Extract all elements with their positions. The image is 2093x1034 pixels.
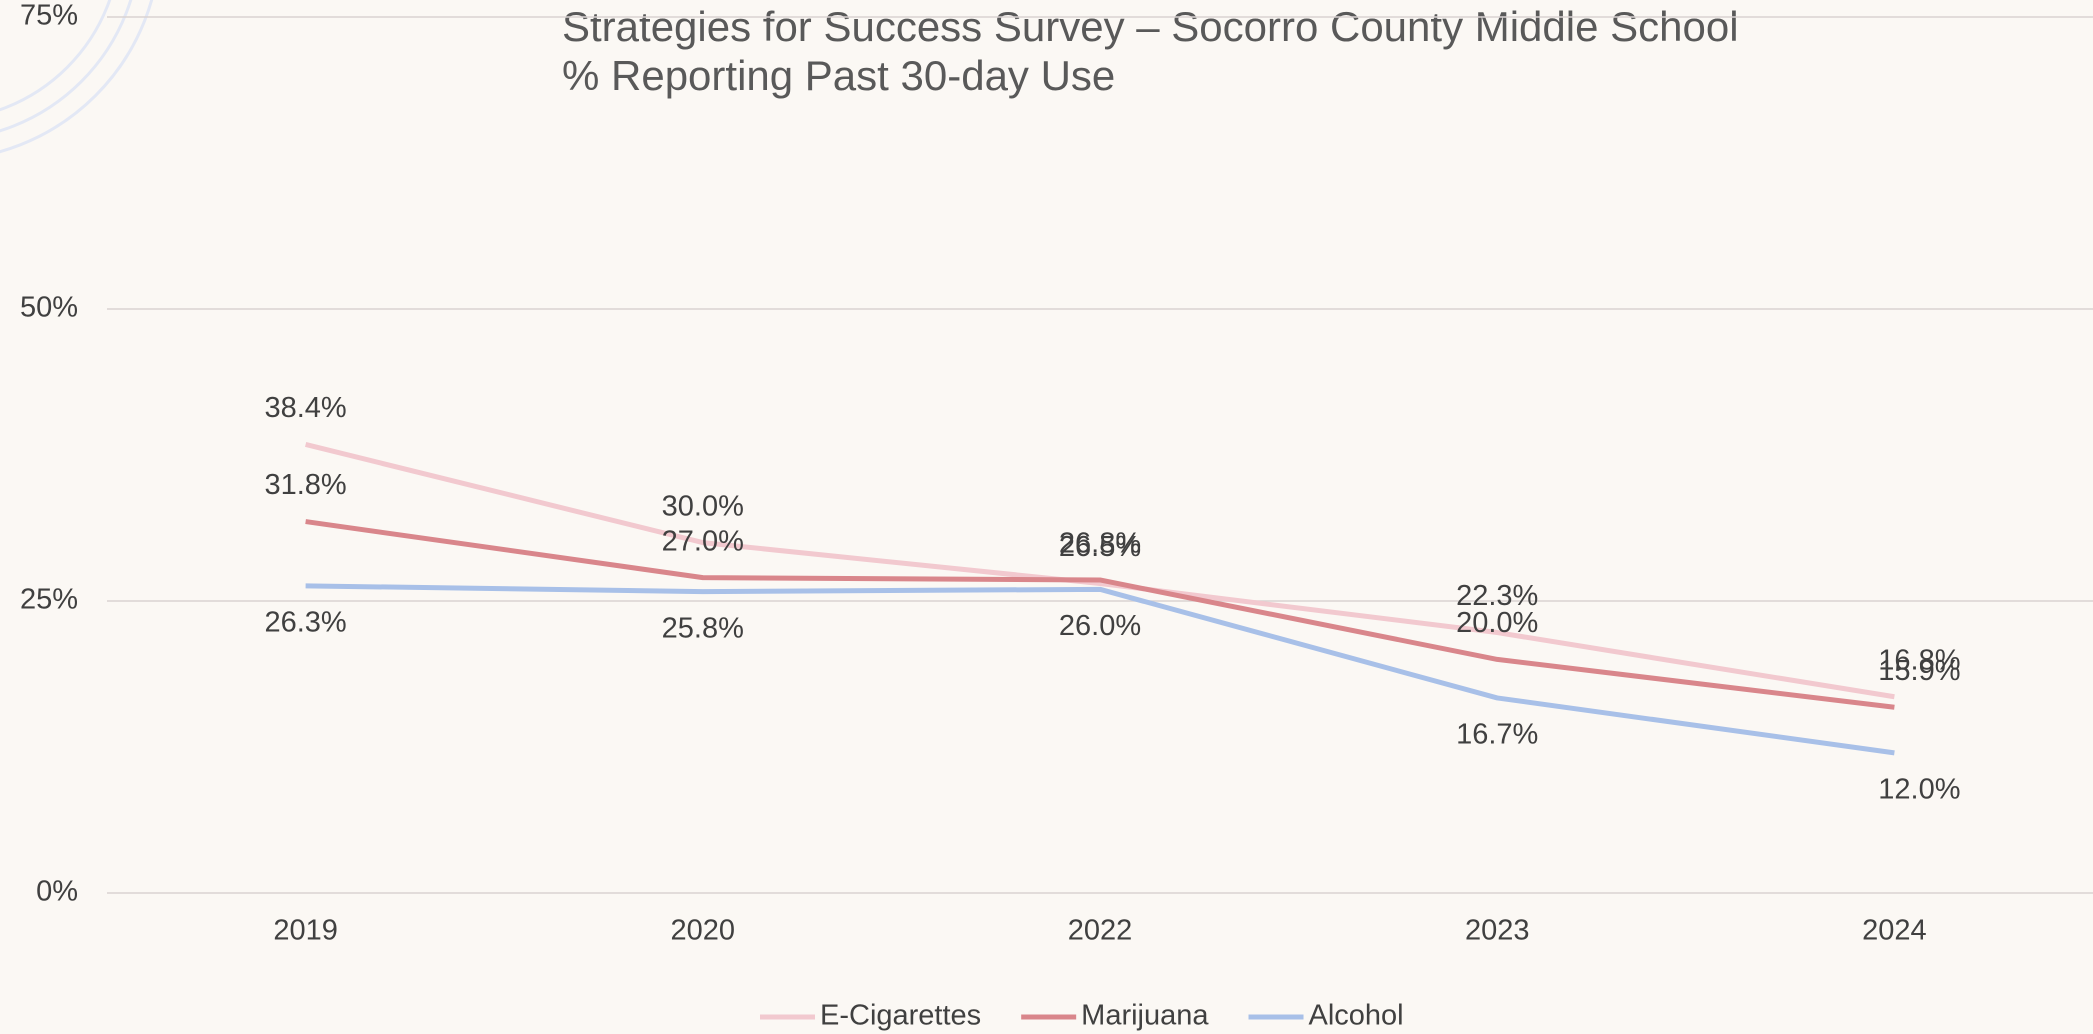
x-tick-label: 2023: [1465, 915, 1530, 947]
data-label: 12.0%: [1878, 773, 1960, 805]
chart-subtitle: % Reporting Past 30-day Use: [562, 52, 1115, 99]
x-tick-label: 2019: [273, 915, 338, 947]
series-line: [305, 442, 1895, 700]
x-tick-label: 2024: [1862, 915, 1927, 947]
x-tick-label: 2020: [671, 915, 736, 947]
series-line: [305, 519, 1895, 710]
data-label: 25.8%: [662, 612, 744, 644]
data-label: 26.0%: [1059, 610, 1141, 642]
data-label: 26.5%: [1059, 531, 1141, 563]
y-tick-label: 25%: [20, 584, 78, 616]
data-label: 15.9%: [1878, 655, 1960, 687]
y-tick-label: 50%: [20, 292, 78, 324]
y-tick-label: 75%: [20, 0, 78, 32]
data-label: 16.8%: [1878, 644, 1960, 676]
data-label: 27.0%: [662, 525, 744, 557]
data-label: 20.0%: [1456, 607, 1538, 639]
series-line: [305, 583, 1895, 756]
y-tick-label: 0%: [36, 876, 78, 908]
data-label: 30.0%: [662, 490, 744, 522]
data-label: 26.8%: [1059, 528, 1141, 560]
data-label: 26.3%: [264, 606, 346, 638]
legend-label: Marijuana: [1081, 1000, 1209, 1032]
x-tick-label: 2022: [1068, 915, 1133, 947]
data-label: 38.4%: [264, 392, 346, 424]
chart-title: Strategies for Success Survey – Socorro …: [562, 3, 1739, 50]
data-label: 22.3%: [1456, 580, 1538, 612]
data-label: 16.7%: [1456, 719, 1538, 751]
legend-label: E-Cigarettes: [820, 1000, 981, 1032]
legend-label: Alcohol: [1309, 1000, 1404, 1032]
data-label: 31.8%: [264, 469, 346, 501]
